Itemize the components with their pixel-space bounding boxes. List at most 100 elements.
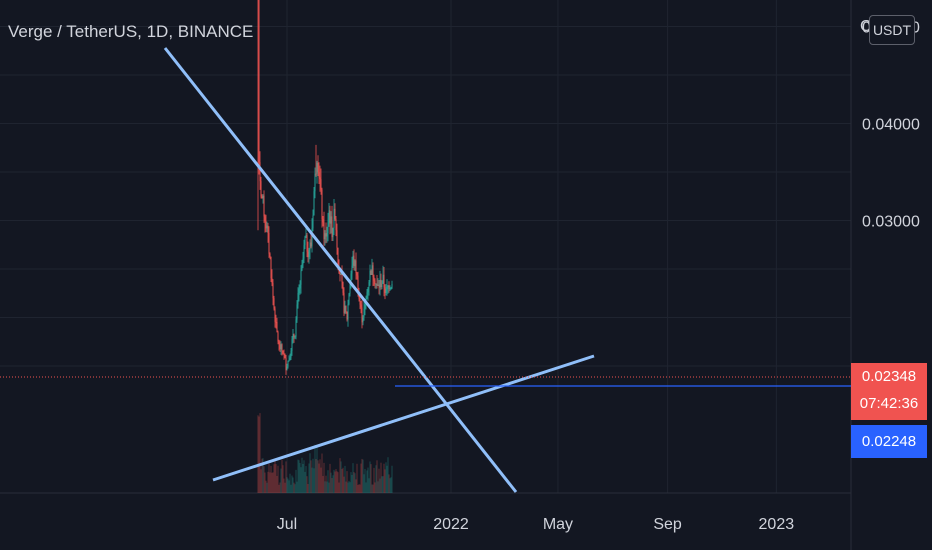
candle-body — [374, 280, 376, 285]
candle-body — [327, 222, 329, 233]
candle-body — [385, 289, 387, 293]
candle-body — [350, 273, 352, 282]
volume-bar — [324, 481, 326, 493]
volume-bar — [371, 484, 373, 493]
candle-body — [339, 273, 341, 276]
volume-bar — [345, 481, 347, 493]
candle-body — [359, 298, 361, 305]
candle-body — [367, 287, 369, 293]
candle-body — [355, 260, 357, 274]
volume-bar — [293, 482, 295, 493]
candle-body — [364, 304, 366, 309]
volume-bar — [271, 472, 273, 493]
volume-bar — [276, 475, 278, 493]
candle-body — [304, 236, 306, 246]
volume-bar — [265, 480, 267, 493]
candle-body — [316, 162, 318, 174]
volume-bar — [287, 478, 289, 493]
x-tick-label: Sep — [653, 516, 682, 533]
candle-body — [342, 281, 344, 293]
candles — [257, 0, 393, 375]
candle-body — [306, 235, 308, 252]
candle-body — [377, 284, 379, 286]
drawn-lines[interactable] — [0, 47, 851, 493]
candle-body — [332, 228, 334, 238]
volume-bar — [318, 463, 320, 493]
x-axis[interactable]: Jul 2022 May Sep 2023 — [277, 516, 794, 533]
candle-body — [373, 276, 375, 281]
volume-bar — [388, 474, 390, 493]
candle-body — [282, 350, 284, 354]
candle-body — [272, 283, 274, 299]
candle-body — [334, 208, 336, 219]
candle-body — [366, 292, 368, 299]
volume-bar — [268, 463, 270, 493]
volume-bar — [348, 480, 350, 493]
candle-body — [284, 354, 286, 359]
volume-bar — [303, 460, 305, 493]
candle-body — [390, 288, 392, 290]
candle-body — [326, 232, 328, 237]
volume-bar — [312, 458, 314, 493]
candle-body — [287, 360, 289, 367]
candle-body — [380, 279, 382, 288]
candle-body — [281, 344, 283, 351]
candle-body — [379, 279, 381, 288]
volume-bar — [367, 467, 369, 493]
volume-bar — [313, 468, 315, 493]
volume-bar — [281, 459, 283, 493]
volume-bar — [330, 472, 332, 493]
volume-bar — [288, 480, 290, 493]
candle-body — [276, 322, 278, 333]
candle-body — [269, 253, 271, 257]
candle-body — [371, 265, 373, 275]
volume-bar — [280, 468, 282, 493]
chart-title: Verge / TetherUS, 1D, BINANCE — [8, 22, 254, 41]
candle-body — [361, 307, 363, 323]
volume-bar — [310, 460, 312, 493]
candle-body — [297, 292, 299, 305]
candle-body — [340, 273, 342, 276]
candle-body — [344, 305, 346, 314]
candle-body — [298, 288, 300, 293]
candle-body — [263, 195, 265, 217]
volume-bar — [292, 477, 294, 493]
candle-body — [310, 242, 312, 247]
volume-bar — [269, 472, 271, 493]
candle-body — [382, 274, 384, 284]
volume-bar — [290, 484, 292, 493]
candle-body — [360, 304, 362, 308]
candle-body — [331, 216, 333, 238]
volume-bar — [365, 482, 367, 493]
candle-body — [262, 195, 264, 199]
volume-bar — [353, 472, 355, 493]
candle-body — [388, 285, 390, 289]
candle-body — [317, 162, 319, 173]
volume-bar — [266, 482, 268, 493]
candle-body — [268, 232, 270, 254]
candle-body — [356, 273, 358, 276]
volume-bar — [389, 478, 391, 493]
volume-bar — [321, 453, 323, 493]
candle-body — [258, 0, 260, 163]
volume-bar — [357, 484, 359, 493]
candle-body — [333, 208, 335, 229]
volume-bar — [260, 469, 262, 493]
currency-button[interactable]: USDT — [869, 15, 915, 45]
volume-bar — [339, 458, 341, 493]
volume-bar — [294, 484, 296, 493]
candle-body — [289, 357, 291, 361]
volume-bar — [344, 465, 346, 493]
volume-bar — [346, 471, 348, 493]
volume-bar — [315, 459, 317, 493]
candle-body — [299, 284, 301, 289]
volume-bar — [386, 465, 388, 493]
volume-bar — [376, 460, 378, 493]
volume-bar — [274, 460, 276, 493]
candle-body — [354, 260, 356, 267]
volume-bar — [300, 467, 302, 493]
candle-body — [290, 351, 292, 358]
candle-body — [324, 233, 326, 240]
